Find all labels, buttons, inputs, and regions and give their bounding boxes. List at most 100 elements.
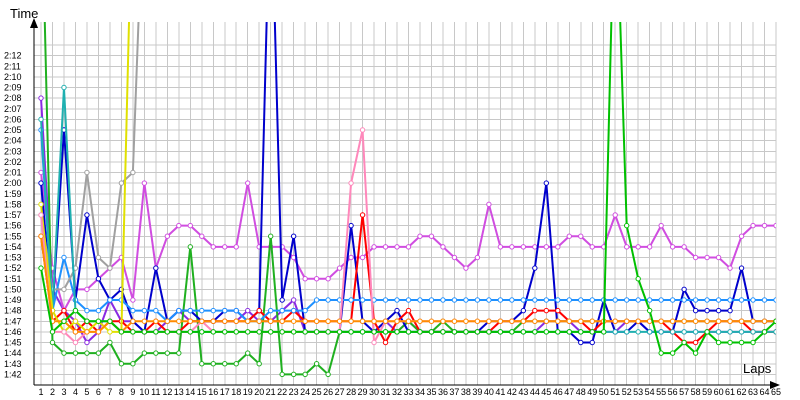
data-point [520,307,527,314]
x-tick-label: 33 [403,387,413,397]
x-tick-label: 28 [346,387,356,397]
data-point [382,297,389,303]
x-tick-label: 49 [587,387,597,397]
data-point [601,329,607,335]
data-point [566,329,572,335]
x-tick-label: 37 [449,387,459,397]
data-point [130,297,136,303]
data-point [233,244,239,250]
x-tick-label: 11 [151,387,160,397]
data-point [440,297,446,303]
x-tick-label: 47 [564,387,574,397]
data-point [440,244,446,250]
data-point [176,329,182,335]
x-tick-label: 29 [358,387,368,397]
data-point [451,297,458,303]
data-point [38,169,44,176]
data-point [382,318,389,324]
x-ticks: 1 2 3 4 5 6 7 8 9 10 11 12 13 14 15 16 17 18 19 20 21 22 23 24 2… [38,387,781,397]
data-point [509,318,515,324]
data-point [589,329,595,335]
data-point [578,318,584,324]
data-point [38,212,44,218]
data-point [199,318,205,324]
data-point [313,318,320,324]
data-point [336,318,343,324]
data-point [267,329,274,335]
y-tick-label: 1:43 [4,359,22,369]
data-point [84,212,90,218]
y-tick-label: 2:04 [4,136,22,146]
x-tick-label: 53 [633,387,643,397]
data-point [279,371,285,378]
x-tick-label: 41 [495,387,505,397]
data-point [451,254,458,261]
data-point [84,286,90,293]
x-tick-label: 45 [541,387,551,397]
data-point [532,307,538,314]
data-point [72,307,79,314]
data-point [233,329,239,335]
data-point [95,254,102,261]
data-point [336,329,343,335]
x-tick-label: 3 [61,387,66,397]
x-tick-label: 55 [656,387,666,397]
data-point [463,265,469,271]
data-point [658,297,664,303]
data-point [130,169,136,176]
y-axis-arrow [30,18,38,28]
data-point [635,329,641,335]
data-point [463,329,469,335]
data-point [153,265,159,271]
data-point [715,307,722,314]
data-point [474,254,481,261]
data-point [727,329,733,335]
x-tick-label: 6 [96,387,101,397]
data-point [187,329,193,335]
data-point [210,318,216,324]
data-point [38,180,44,186]
data-point [233,318,239,324]
data-point [692,350,699,356]
data-point [141,329,148,335]
data-point [773,297,776,303]
data-point [348,297,354,303]
data-point [681,329,687,335]
data-point [302,307,308,314]
data-point [405,307,412,314]
data-point [84,339,90,346]
data-point [371,329,377,335]
data-point [222,329,228,335]
data-point [199,361,205,367]
data-point [61,329,67,335]
data-point [692,297,699,303]
data-point [646,244,653,250]
y-ticks: 1:421:431:441:451:461:471:481:491:501:51… [4,51,22,380]
data-point [727,318,733,324]
data-point [382,244,389,250]
data-point [130,329,136,335]
data-point [405,318,412,324]
x-tick-label: 8 [119,387,124,397]
data-point [394,307,400,314]
data-point [336,265,343,271]
data-point [267,318,274,324]
data-point [463,297,469,303]
data-point [635,244,641,250]
data-point [199,329,205,335]
data-point [141,307,148,314]
data-point [704,254,710,261]
data-point [61,350,67,356]
data-point [566,318,572,324]
data-point [578,339,584,346]
data-point [543,244,550,250]
data-point [256,318,262,324]
data-point [371,339,377,346]
data-point [153,329,159,335]
x-tick-label: 48 [576,387,586,397]
data-point [646,329,653,335]
data-point [715,339,722,346]
data-point [394,297,400,303]
x-tick-label: 18 [231,387,241,397]
data-point [555,307,561,314]
